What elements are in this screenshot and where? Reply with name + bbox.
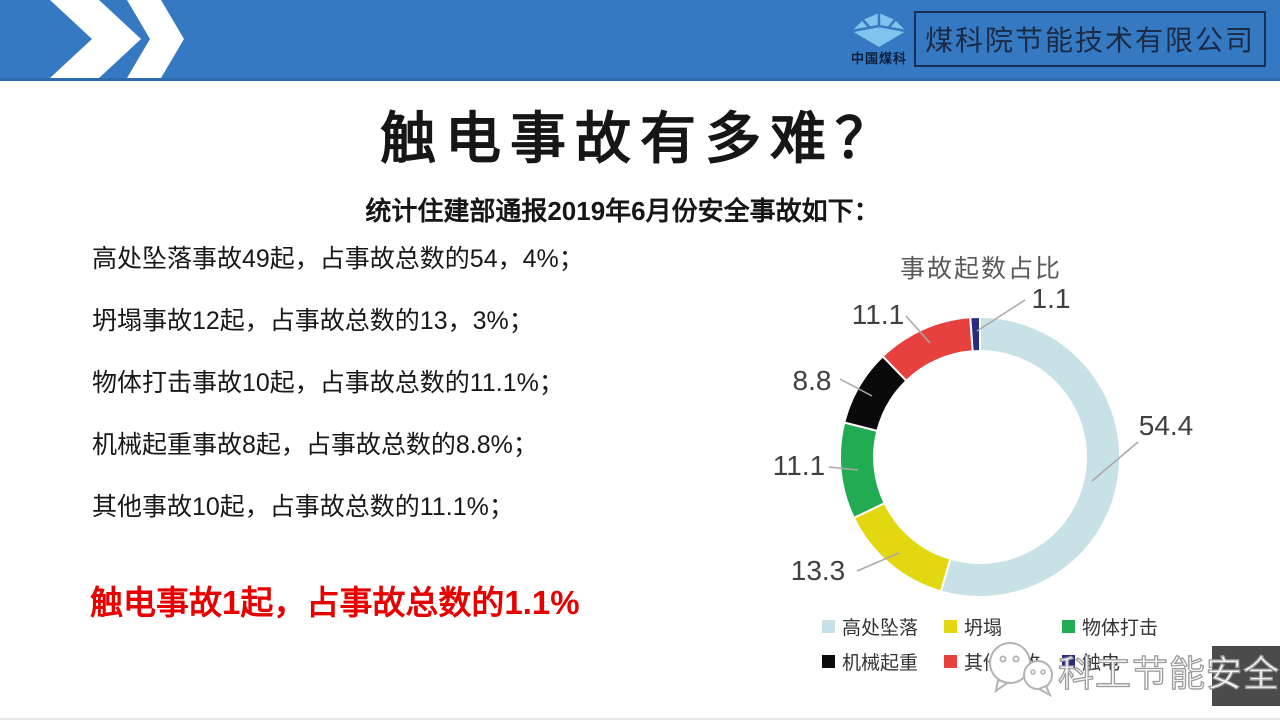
legend-swatch bbox=[1062, 620, 1075, 633]
wechat-icon bbox=[989, 642, 1053, 698]
slide-title: 触电事故有多难？ bbox=[380, 107, 900, 170]
legend-item: 机械起重 bbox=[822, 648, 944, 675]
company-logo: 中国煤科 bbox=[840, 12, 918, 68]
bullet-line: 物体打击事故10起，占事故总数的11.1%； bbox=[92, 369, 564, 397]
slice-value-label: 11.1 bbox=[773, 450, 825, 481]
legend-label: 物体打击 bbox=[1082, 618, 1159, 639]
bullet-line: 坍塌事故12起，占事故总数的13，3%； bbox=[92, 307, 534, 335]
slice-value-label: 1.1 bbox=[1032, 283, 1071, 314]
double-chevron-icon bbox=[50, 0, 184, 78]
legend-item: 物体打击 bbox=[1062, 613, 1202, 640]
legend-item: 触电 bbox=[1062, 648, 1202, 675]
legend-label: 坍塌 bbox=[964, 618, 1003, 639]
company-name-box: 煤科院节能技术有限公司 bbox=[914, 11, 1266, 67]
highlight-statement: 触电事故1起，占事故总数的1.1% bbox=[90, 584, 580, 621]
slice-leader-line bbox=[839, 378, 873, 397]
slide-subtitle: 统计住建部通报2019年6月份安全事故如下： bbox=[365, 196, 880, 226]
slide-bottom-edge bbox=[0, 718, 1280, 720]
bullet-line: 机械起重事故8起，占事故总数的8.8%； bbox=[92, 431, 538, 459]
donut-slice bbox=[843, 354, 908, 433]
legend-swatch bbox=[822, 620, 835, 633]
slice-value-label: 54.4 bbox=[1139, 410, 1194, 441]
slice-value-label: 11.1 bbox=[852, 299, 904, 330]
legend-swatch bbox=[944, 655, 957, 668]
chart-title: 事故起数占比 bbox=[899, 255, 1062, 283]
slice-leader-line bbox=[856, 552, 900, 572]
slice-leader-line bbox=[1091, 441, 1139, 482]
legend-swatch bbox=[944, 620, 957, 633]
donut-slice bbox=[852, 501, 952, 593]
logo-caption: 中国煤科 bbox=[850, 51, 907, 66]
slice-leader-line bbox=[828, 466, 859, 471]
legend-item: 坍塌 bbox=[944, 613, 1062, 640]
donut-slice bbox=[839, 421, 886, 520]
watermark-gray-box bbox=[1212, 646, 1280, 706]
donut-slice bbox=[881, 316, 974, 383]
legend-swatch bbox=[822, 655, 835, 668]
donut-slice bbox=[969, 315, 981, 353]
legend-label: 机械起重 bbox=[842, 653, 919, 674]
legend-swatch bbox=[1062, 655, 1075, 668]
legend-item: 高处坠落 bbox=[822, 613, 944, 640]
header-banner: 中国煤科 煤科院节能技术有限公司 bbox=[0, 0, 1280, 81]
bullet-line: 高处坠落事故49起，占事故总数的54，4%； bbox=[92, 245, 584, 273]
slice-value-label: 8.8 bbox=[793, 365, 832, 396]
legend-label: 高处坠落 bbox=[842, 618, 919, 639]
slice-leader-line bbox=[905, 315, 931, 344]
watermark-text: 科工节能安全 bbox=[1057, 652, 1280, 694]
slice-leader-line bbox=[976, 299, 1026, 332]
donut-slice bbox=[939, 315, 1122, 598]
slice-value-label: 13.3 bbox=[791, 555, 846, 586]
legend-label: 触电 bbox=[1082, 653, 1121, 674]
statistics-list: 高处坠落事故49起，占事故总数的54，4%； 坍塌事故12起，占事故总数的13，3… bbox=[92, 247, 584, 557]
coal-group-gem-icon bbox=[851, 13, 907, 47]
bullet-line: 其他事故10起，占事故总数的11.1%； bbox=[92, 493, 514, 521]
